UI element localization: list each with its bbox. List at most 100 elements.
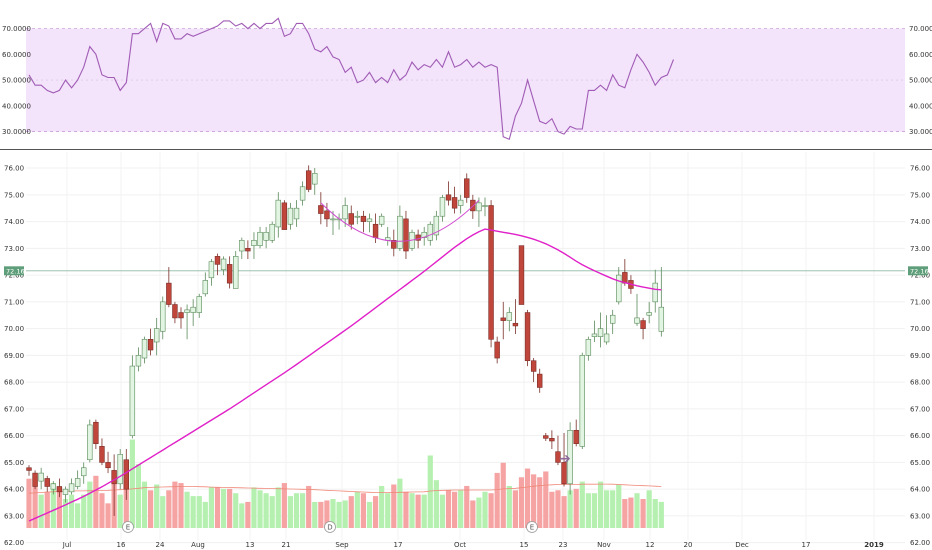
candle-body bbox=[153, 328, 160, 343]
candle bbox=[634, 293, 640, 326]
candle-body bbox=[646, 312, 652, 316]
candle-body bbox=[482, 205, 488, 207]
candle bbox=[56, 478, 63, 498]
volume-bar bbox=[397, 478, 403, 528]
volume-bar bbox=[579, 481, 585, 528]
candle-body bbox=[421, 231, 427, 238]
candle bbox=[476, 197, 482, 227]
candle-body bbox=[433, 215, 440, 236]
candle-body bbox=[269, 223, 275, 241]
candle-body bbox=[129, 365, 136, 436]
osc-tick-right: 70.0000 bbox=[909, 25, 932, 33]
candle-body bbox=[397, 215, 403, 249]
candle-body bbox=[226, 264, 233, 284]
volume-bar bbox=[348, 496, 354, 528]
volume-bar bbox=[154, 484, 160, 528]
price-tick-right: 70.00 bbox=[910, 325, 930, 333]
volume-bar bbox=[172, 481, 178, 528]
date-label: 17 bbox=[802, 541, 811, 549]
candle bbox=[616, 267, 622, 305]
volume-bar bbox=[597, 481, 604, 528]
volume-bar bbox=[433, 480, 439, 528]
candle-body bbox=[324, 210, 330, 220]
candle bbox=[68, 478, 75, 495]
candle bbox=[178, 307, 184, 329]
candle-body bbox=[354, 215, 361, 218]
candle bbox=[658, 267, 665, 337]
volume-bar bbox=[38, 494, 44, 528]
candle bbox=[500, 301, 506, 340]
candle bbox=[26, 465, 32, 476]
candle-body bbox=[652, 282, 658, 303]
candle-body bbox=[202, 280, 209, 295]
candle bbox=[287, 202, 294, 230]
volume-bar bbox=[604, 490, 610, 528]
candle-body bbox=[56, 486, 63, 493]
candle-body bbox=[233, 256, 239, 289]
price-tick-left: 76.00 bbox=[4, 165, 24, 173]
candle bbox=[190, 299, 196, 326]
candle bbox=[251, 232, 257, 260]
candle bbox=[354, 210, 361, 225]
candle bbox=[549, 430, 555, 450]
candle bbox=[537, 368, 543, 393]
event-marker-label: E bbox=[530, 524, 534, 532]
candle bbox=[117, 449, 123, 490]
candle bbox=[330, 210, 336, 235]
volume-bar bbox=[652, 499, 658, 528]
price-tick-right: 62.00 bbox=[910, 539, 930, 547]
candle-body bbox=[616, 274, 622, 303]
volume-bar bbox=[385, 493, 391, 528]
volume-bar bbox=[591, 493, 598, 528]
volume-bar bbox=[196, 496, 202, 528]
volume-bar bbox=[470, 500, 476, 528]
candle bbox=[512, 299, 519, 334]
volume-bar bbox=[330, 499, 336, 528]
volume-bar bbox=[135, 464, 142, 528]
candle bbox=[555, 435, 561, 466]
candle bbox=[214, 253, 221, 276]
volume-bar bbox=[251, 487, 257, 528]
candle bbox=[81, 462, 87, 484]
date-label: Aug bbox=[191, 541, 205, 549]
candle-body bbox=[537, 373, 543, 388]
date-label: Jul bbox=[62, 541, 72, 549]
candle-body bbox=[603, 333, 610, 343]
volume-bar bbox=[190, 496, 196, 528]
volume-bar bbox=[239, 503, 245, 528]
volume-average-line bbox=[28, 483, 662, 494]
volume-bar bbox=[306, 485, 312, 528]
volume-bar bbox=[585, 493, 591, 528]
candle-body bbox=[348, 213, 354, 225]
candle bbox=[378, 213, 385, 227]
candle bbox=[50, 481, 57, 495]
price-tick-left: 62.00 bbox=[4, 539, 24, 547]
candle bbox=[573, 419, 579, 447]
candle bbox=[524, 309, 531, 367]
candle-body bbox=[457, 199, 464, 206]
candle-body bbox=[530, 360, 537, 372]
price-tick-left: 68.00 bbox=[4, 379, 24, 387]
candle-body bbox=[214, 256, 221, 265]
price-tick-right: 66.00 bbox=[910, 432, 930, 440]
candle bbox=[494, 336, 500, 364]
candle-body bbox=[518, 245, 525, 305]
candle bbox=[324, 202, 330, 227]
candle-body bbox=[543, 435, 549, 439]
price-tick-right: 76.00 bbox=[910, 165, 930, 173]
candle-body bbox=[105, 462, 111, 469]
candle bbox=[579, 352, 585, 450]
candle-body bbox=[141, 339, 148, 359]
candle-body bbox=[451, 197, 458, 209]
volume-bar bbox=[366, 501, 373, 528]
moving-average-line bbox=[28, 199, 662, 522]
volume-bar bbox=[427, 455, 433, 528]
candle bbox=[342, 197, 348, 227]
candle bbox=[38, 467, 44, 490]
osc-tick-left: 60.0000 bbox=[2, 51, 31, 59]
candle bbox=[482, 197, 488, 217]
volume-bar bbox=[263, 493, 269, 528]
candle bbox=[87, 419, 93, 463]
candle bbox=[166, 267, 172, 308]
volume-bar bbox=[537, 477, 543, 528]
